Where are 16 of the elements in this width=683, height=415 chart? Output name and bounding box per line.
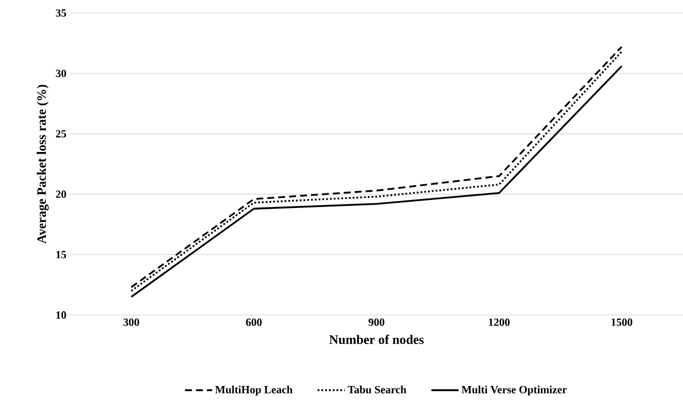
y-tick-label: 15 bbox=[56, 250, 66, 258]
x-axis-title: Number of nodes bbox=[329, 334, 424, 344]
y-axis-title: Average Packet loss rate (%) bbox=[36, 84, 49, 244]
x-tick-label: 1200 bbox=[489, 318, 510, 326]
y-tick-label: 10 bbox=[56, 311, 66, 319]
x-tick-label: 900 bbox=[368, 318, 384, 326]
legend-label: Tabu Search bbox=[348, 386, 406, 394]
legend-label: MultiHop Leach bbox=[215, 386, 293, 396]
x-tick-label: 1500 bbox=[612, 318, 632, 326]
y-tick-label: 35 bbox=[56, 9, 66, 17]
x-tick-label: 300 bbox=[123, 318, 140, 326]
y-tick-label: 25 bbox=[56, 130, 66, 138]
y-tick-label: 30 bbox=[56, 70, 66, 78]
legend-label: Multi Verse Optimizer bbox=[462, 386, 567, 396]
y-tick-label: 20 bbox=[56, 190, 66, 198]
x-tick-label: 600 bbox=[246, 318, 262, 326]
